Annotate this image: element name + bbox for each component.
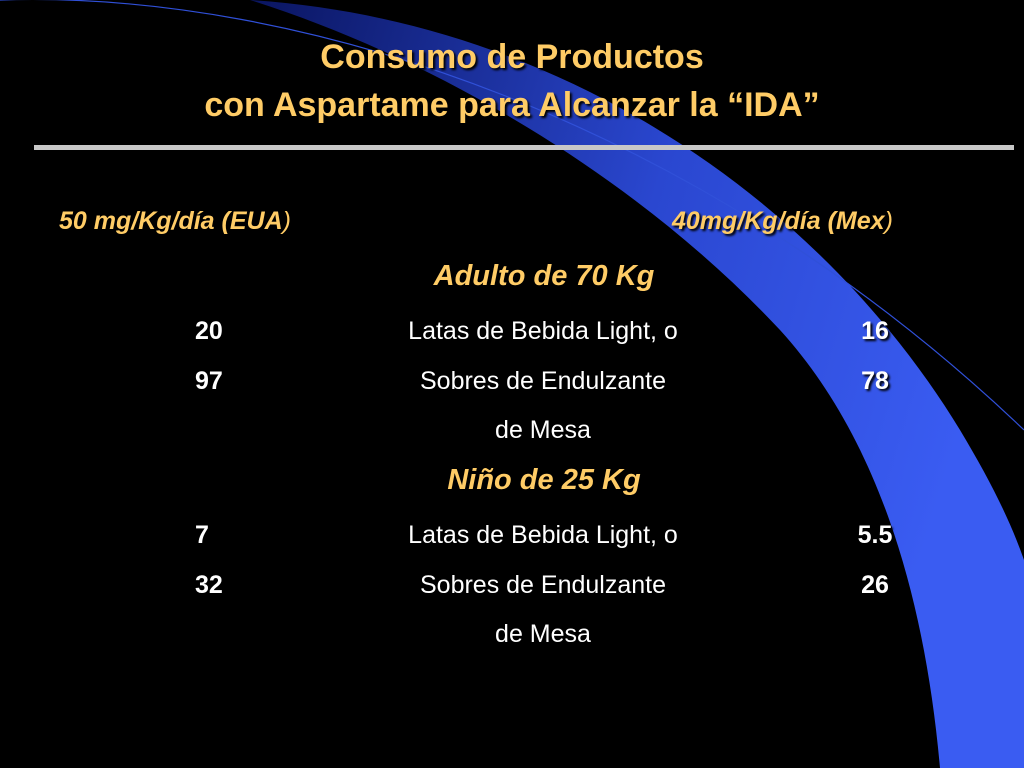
child-row-1-description: Latas de Bebida Light, o (408, 521, 678, 549)
slide-title-line-2: con Aspartame para Alcanzar la “IDA” (204, 86, 820, 124)
header-usa-limit: 50 mg/Kg/día (EUA) (59, 207, 291, 236)
child-row-1-mexico-value: 5.5 (857, 521, 893, 549)
slide-title-line-1: Consumo de Productos (320, 38, 704, 76)
child-row-2-mexico-value: 26 (861, 571, 889, 599)
adult-row-2-mexico-value: 78 (861, 367, 889, 395)
thin-arc-line (0, 0, 1024, 431)
section-heading-child: Niño de 25 Kg (447, 464, 641, 496)
child-row-1-usa-value: 7 (195, 521, 209, 549)
header-mexico-text: 40mg/Kg/día (Mex (672, 207, 885, 235)
child-row-2-usa-value: 32 (195, 571, 223, 599)
header-mexico-limit: 40mg/Kg/día (Mex) (672, 207, 893, 236)
blue-swoosh-shape (250, 0, 1024, 768)
adult-row-2-description-cont: de Mesa (495, 416, 591, 444)
adult-row-1-mexico-value: 16 (861, 317, 889, 345)
adult-row-2-description: Sobres de Endulzante (419, 367, 666, 395)
header-usa-text: 50 mg/Kg/día (EUA (59, 207, 283, 235)
section-heading-adult: Adulto de 70 Kg (433, 260, 655, 292)
header-mexico-paren: ) (884, 207, 893, 235)
title-divider (34, 145, 1014, 150)
child-row-2-description-cont: de Mesa (495, 620, 591, 648)
adult-row-1-description: Latas de Bebida Light, o (408, 317, 678, 345)
adult-row-1-usa-value: 20 (195, 317, 223, 345)
child-row-2-description: Sobres de Endulzante (419, 571, 666, 599)
adult-row-2-usa-value: 97 (195, 367, 223, 395)
header-usa-paren: ) (282, 207, 291, 235)
